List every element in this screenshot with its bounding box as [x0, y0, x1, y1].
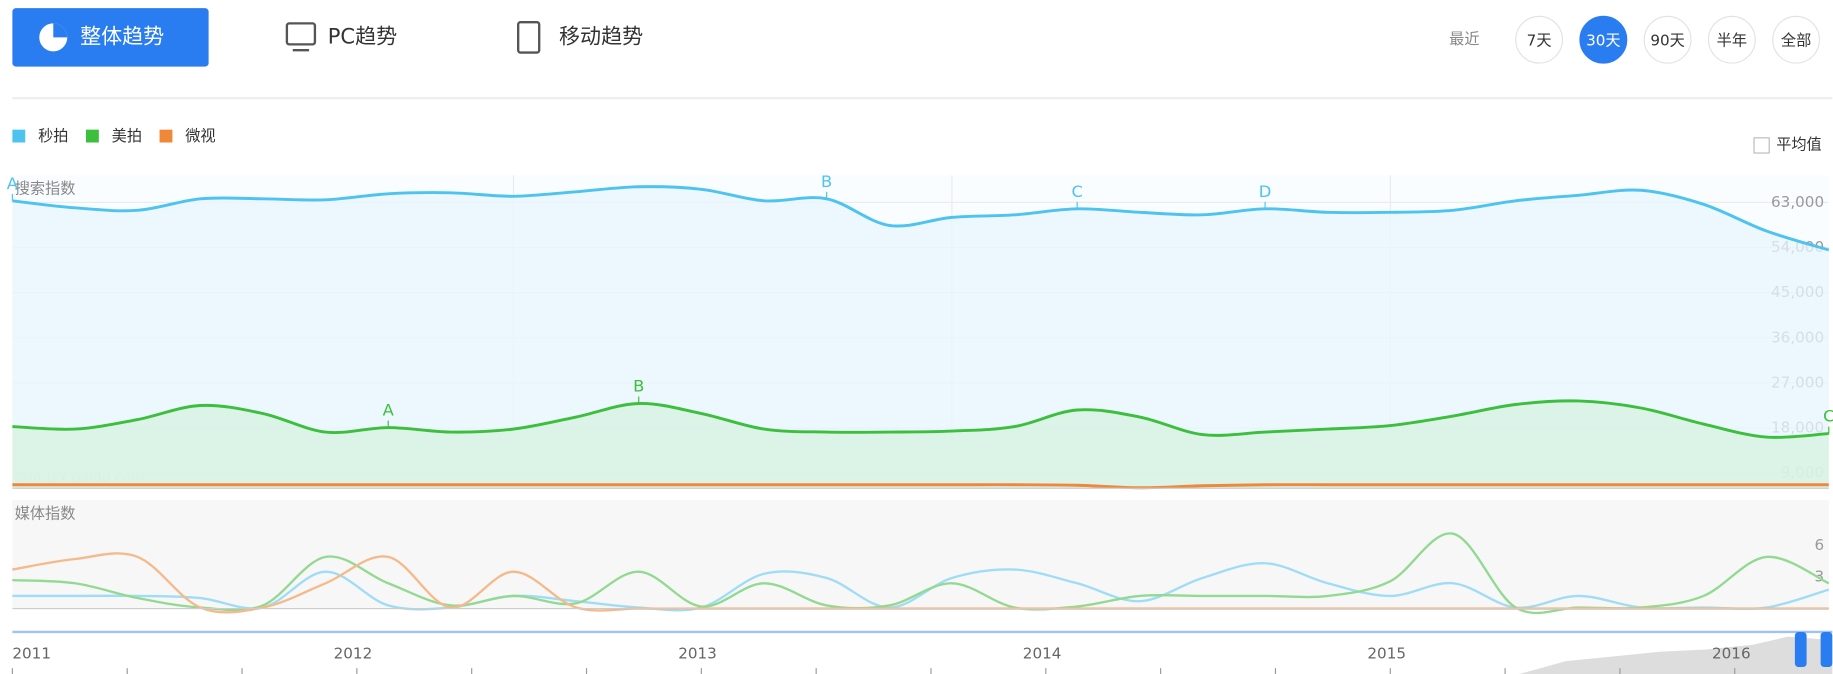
navigator-labels: 2011 2012 2013 2014 2015 2016 — [11, 645, 1751, 674]
annotation: C — [1071, 182, 1082, 201]
range-buttons: 7天 30天 90天 半年 全部 — [1515, 15, 1821, 64]
annotation: B — [821, 172, 832, 191]
navigator-label: 2014 — [1023, 645, 1062, 663]
line — [12, 185, 1830, 252]
range-option[interactable]: 全部 — [1781, 31, 1811, 49]
pc-icon — [285, 22, 317, 46]
legend-label: 微视 — [185, 127, 215, 145]
tab-active[interactable] — [12, 8, 209, 67]
annotation: A — [7, 174, 19, 193]
y-tick-label: 6 — [1814, 536, 1824, 554]
legend-swatch — [159, 129, 173, 143]
legend: 秒拍 美拍 微视 — [12, 127, 216, 145]
chart-title: 搜索指数 — [15, 180, 76, 198]
line — [12, 483, 1829, 490]
area — [12, 186, 1829, 489]
tab-label[interactable]: 整体趋势 — [80, 23, 164, 48]
tab-label[interactable]: PC趋势 — [328, 23, 397, 48]
range-option[interactable]: 90天 — [1650, 31, 1684, 49]
range-label: 最近 — [1449, 30, 1479, 48]
navigator-label: 2016 — [1712, 645, 1751, 663]
chart-title: 媒体指数 — [15, 504, 76, 522]
range-button[interactable] — [1772, 15, 1821, 64]
range-button[interactable] — [1579, 15, 1628, 64]
y-tick-label: 3 — [1814, 567, 1824, 585]
checkbox[interactable] — [1753, 137, 1770, 154]
mobile-icon — [517, 21, 541, 54]
range-option[interactable]: 半年 — [1717, 31, 1747, 49]
annotation: B — [633, 377, 644, 396]
tab-label[interactable]: 移动趋势 — [559, 23, 643, 48]
annotation: A — [383, 401, 395, 420]
range-option[interactable]: 30天 — [1586, 31, 1620, 49]
navigator-handle[interactable] — [1820, 631, 1833, 667]
range-button[interactable] — [1515, 15, 1564, 64]
media-chart: 3 6 媒体指数 — [12, 499, 1830, 615]
average-toggle[interactable]: 平均值 — [1776, 135, 1822, 153]
pie-icon-slice — [53, 23, 68, 38]
legend-label: 秒拍 — [38, 127, 68, 145]
navigator-handle[interactable] — [1794, 631, 1807, 667]
navigator — [12, 631, 1833, 674]
navigator-label: 2011 — [12, 645, 51, 663]
range-button[interactable] — [1707, 15, 1756, 64]
annotation: C — [1823, 407, 1833, 426]
area — [12, 400, 1829, 489]
navigator-label: 2013 — [678, 645, 717, 663]
y-tick-label: 63,000 — [1771, 193, 1824, 211]
legend-label: 美拍 — [112, 127, 142, 145]
main-chart: 9,00018,00027,00036,00045,00054,00063,00… — [7, 172, 1833, 519]
navigator-label: 2015 — [1367, 645, 1406, 663]
range-button[interactable] — [1643, 15, 1692, 64]
legend-swatch — [85, 129, 99, 143]
plot-background — [12, 499, 1829, 609]
line — [12, 399, 1829, 439]
legend-swatch — [12, 129, 26, 143]
range-option[interactable]: 7天 — [1527, 31, 1552, 49]
navigator-label: 2012 — [334, 645, 373, 663]
navigator-area — [1519, 636, 1833, 674]
annotation: D — [1259, 182, 1272, 201]
